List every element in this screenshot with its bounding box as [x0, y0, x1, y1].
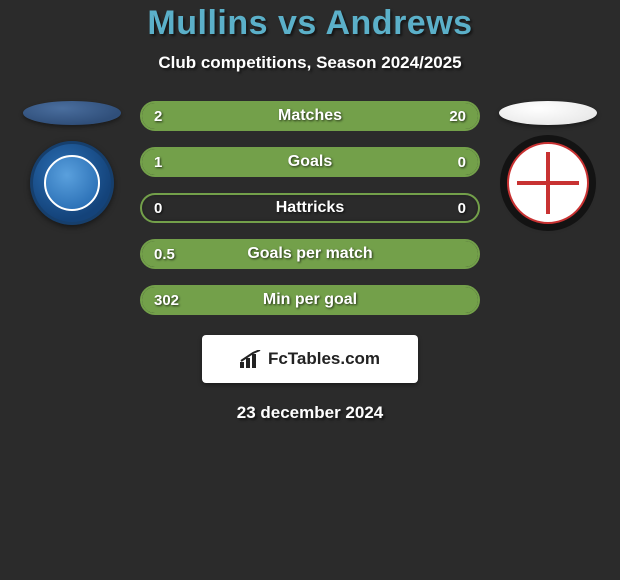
stat-label: Goals per match — [142, 241, 478, 267]
stat-bar: 10Goals — [140, 147, 480, 177]
main-row: 220Matches 10Goals 00Hattricks 0.5Goals per… — [0, 101, 620, 315]
left-player-column — [22, 101, 122, 225]
left-club-crest — [30, 141, 114, 225]
right-club-crest — [506, 141, 590, 225]
brand-badge: FcTables.com — [202, 335, 418, 383]
chart-icon — [240, 350, 262, 368]
stat-label: Hattricks — [142, 195, 478, 221]
page-title: Mullins vs Andrews — [0, 4, 620, 43]
right-player-column — [498, 101, 598, 225]
stat-label: Matches — [142, 103, 478, 129]
right-club-crest-ring — [500, 135, 596, 231]
page-subtitle: Club competitions, Season 2024/2025 — [0, 53, 620, 73]
left-club-crest-inner — [44, 155, 100, 211]
stat-bar: 220Matches — [140, 101, 480, 131]
left-player-oval — [23, 101, 121, 125]
brand-text: FcTables.com — [268, 349, 380, 369]
stat-bar: 00Hattricks — [140, 193, 480, 223]
right-player-oval — [499, 101, 597, 125]
stat-label: Min per goal — [142, 287, 478, 313]
footer-date: 23 december 2024 — [0, 403, 620, 423]
stat-bar: 302Min per goal — [140, 285, 480, 315]
stat-bar: 0.5Goals per match — [140, 239, 480, 269]
stat-bars: 220Matches 10Goals 00Hattricks 0.5Goals per… — [140, 101, 480, 315]
stat-label: Goals — [142, 149, 478, 175]
infographic-root: Mullins vs Andrews Club competitions, Se… — [0, 0, 620, 423]
